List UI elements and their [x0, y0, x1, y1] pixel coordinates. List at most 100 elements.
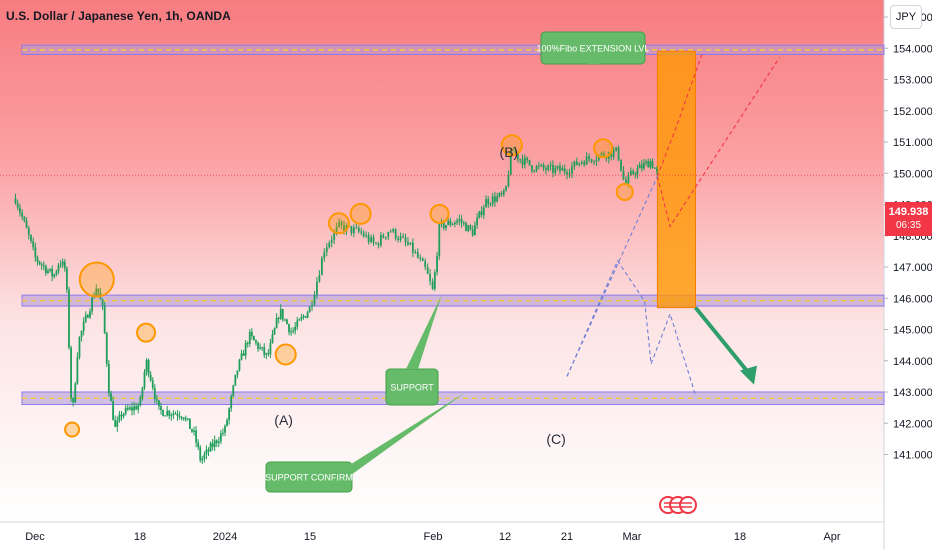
candle-body — [240, 353, 243, 360]
candle-body — [267, 353, 270, 355]
candle — [640, 159, 643, 172]
candle — [389, 229, 392, 233]
candle — [304, 315, 307, 318]
candle — [51, 265, 54, 282]
candle-body — [288, 324, 290, 333]
candle — [535, 164, 538, 173]
forecast-arrow-shaft[interactable] — [693, 306, 752, 376]
candle-body — [170, 415, 173, 417]
candle — [429, 268, 432, 286]
candle-body — [537, 165, 540, 167]
currency-button[interactable]: JPY — [890, 5, 922, 29]
support-confirm-label[interactable]: SUPPORT CONFIRM — [265, 392, 466, 493]
candle — [465, 221, 467, 232]
candle — [643, 158, 645, 171]
candle — [131, 402, 133, 416]
candle — [323, 248, 326, 262]
candle — [191, 428, 193, 433]
candle — [21, 209, 24, 221]
candle-body — [409, 242, 412, 245]
candle — [261, 346, 264, 351]
candle — [174, 411, 177, 415]
candle — [193, 426, 195, 436]
candle — [509, 148, 512, 176]
candle-body — [384, 237, 387, 239]
projection-path-0[interactable] — [656, 54, 703, 177]
swing-highlight-circle[interactable] — [349, 202, 372, 225]
candle-body — [70, 347, 72, 398]
candle — [485, 195, 487, 208]
candle — [507, 170, 510, 188]
swing-highlight-circle[interactable] — [78, 261, 115, 298]
swing-highlight-circle[interactable] — [136, 322, 157, 343]
forecast-arrow-head[interactable] — [740, 365, 757, 385]
candle — [449, 217, 452, 227]
candle-body — [248, 331, 251, 344]
y-tick-label: 150.000 — [893, 168, 932, 180]
candle — [308, 306, 311, 313]
candle-body — [27, 228, 30, 235]
candle — [155, 394, 158, 404]
swing-highlight-circle[interactable] — [64, 421, 81, 438]
candle-body — [116, 420, 119, 427]
candle-body — [487, 199, 490, 205]
candle — [55, 269, 58, 277]
candle-body — [32, 240, 35, 248]
candle-body — [542, 164, 545, 169]
swing-highlight-circle[interactable] — [615, 183, 634, 201]
candle-body — [80, 330, 83, 337]
x-tick-label: 15 — [304, 531, 316, 543]
fibo-level-label[interactable]: 100%Fibo EXTENSION LVL — [537, 31, 650, 65]
candle-body — [25, 220, 28, 229]
candle — [407, 237, 409, 247]
swing-highlight-circle[interactable] — [500, 134, 523, 157]
candle-body — [14, 198, 17, 204]
candle — [110, 390, 112, 402]
swing-highlight-circle[interactable] — [593, 138, 614, 159]
candle — [500, 190, 503, 197]
candle — [68, 286, 70, 350]
candle — [578, 162, 581, 167]
candle — [211, 438, 214, 451]
candle-body — [114, 419, 117, 427]
candle-body — [583, 161, 586, 165]
candle-body — [201, 458, 204, 461]
candle-body — [281, 309, 284, 320]
candle-body — [424, 261, 427, 267]
candle — [556, 165, 559, 171]
candle-body — [308, 306, 311, 313]
projection-path-1[interactable] — [656, 57, 780, 228]
candle — [372, 234, 375, 246]
projection-zone[interactable] — [656, 50, 697, 309]
candle-body — [203, 454, 206, 459]
candle — [424, 258, 427, 270]
candle — [65, 266, 68, 294]
candle — [436, 251, 438, 276]
candle-body — [328, 242, 331, 248]
candle — [636, 164, 639, 179]
candle-body — [269, 342, 272, 355]
projection-path-3[interactable] — [566, 176, 658, 377]
swing-highlight-circle[interactable] — [429, 203, 450, 224]
candle-body — [207, 449, 210, 452]
candle-body — [38, 261, 41, 264]
candle — [625, 176, 627, 185]
support-label[interactable]: SUPPORT — [385, 295, 442, 406]
swing-highlight-circle[interactable] — [327, 212, 350, 235]
candle-body — [149, 374, 152, 381]
candle — [76, 352, 79, 385]
candle — [583, 159, 586, 167]
candle-body — [516, 152, 519, 160]
candle — [462, 220, 465, 227]
candle — [153, 384, 156, 404]
candle — [514, 146, 517, 155]
y-tick-label: 145.000 — [893, 325, 932, 337]
projection-path-2[interactable] — [566, 259, 697, 396]
swing-highlight-circle[interactable] — [274, 343, 297, 366]
x-tick-label: Apr — [823, 531, 840, 543]
candle-body — [473, 225, 476, 236]
candle-body — [502, 190, 505, 195]
candle — [186, 417, 189, 421]
